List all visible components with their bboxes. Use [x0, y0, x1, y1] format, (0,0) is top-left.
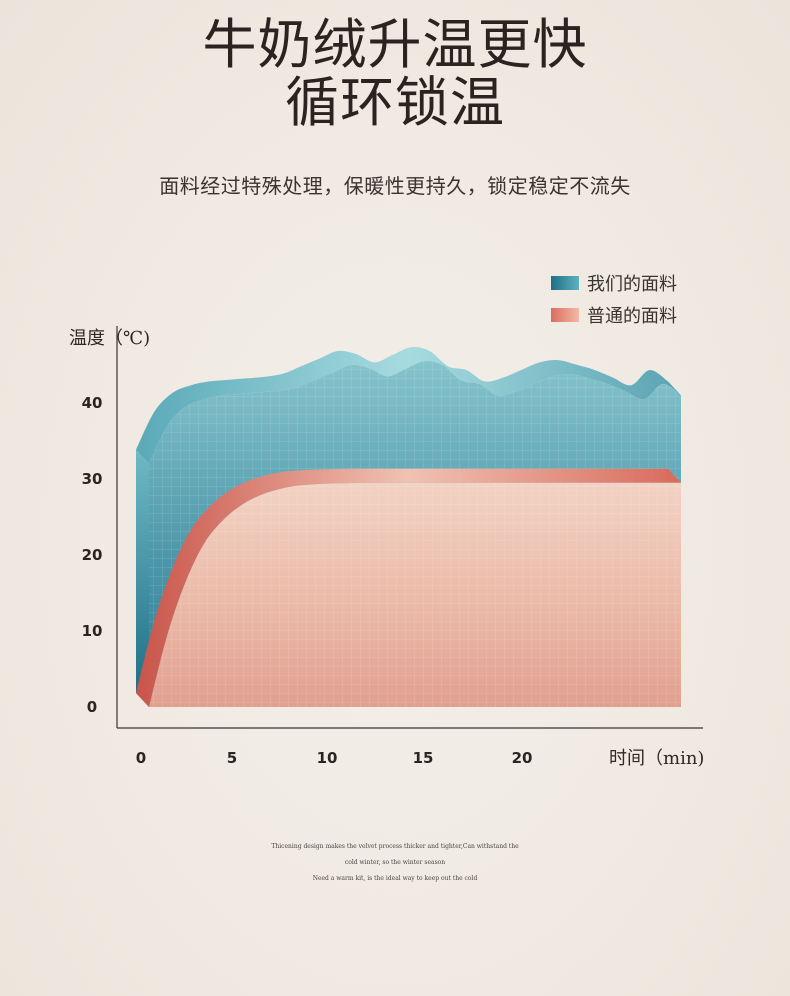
- x-axis-label: 时间（min): [609, 748, 705, 769]
- legend-item-ours: 我们的面料: [551, 270, 677, 296]
- page-title-line-1: 牛奶绒升温更快: [202, 13, 588, 76]
- footnote-line-3: Need a warm kit, is the ideal way to kee…: [312, 875, 478, 882]
- legend-swatch-ours: [551, 276, 579, 290]
- x-tick-label: 0: [136, 749, 146, 767]
- series-normal-grid-texture: [149, 482, 681, 707]
- footnote-line-1: Thicening design makes the velvet proces…: [271, 843, 519, 850]
- y-tick-label: 20: [82, 546, 103, 564]
- x-tick-label: 15: [413, 749, 434, 767]
- y-tick-label: 10: [82, 622, 103, 640]
- x-tick-label: 20: [512, 749, 533, 767]
- y-axis-label: 温度（℃): [69, 328, 151, 349]
- y-tick-label: 40: [82, 394, 103, 412]
- y-tick-label: 0: [87, 698, 97, 716]
- y-tick-label: 30: [82, 470, 103, 488]
- footnote-line-2: cold winter, so the winter season: [344, 859, 446, 866]
- page-subtitle: 面料经过特殊处理，保暖性更持久，锁定稳定不流失: [159, 174, 631, 198]
- page-title-line-2: 循环锁温: [285, 71, 505, 134]
- legend-label-normal: 普通的面料: [587, 306, 677, 327]
- x-tick-label: 5: [227, 749, 237, 767]
- x-tick-label: 10: [317, 749, 338, 767]
- series-normal: [136, 468, 681, 707]
- legend-swatch-normal: [551, 308, 579, 322]
- series-ours-left-edge: [136, 449, 149, 707]
- legend-item-normal: 普通的面料: [551, 302, 677, 328]
- legend-label-ours: 我们的面料: [587, 274, 677, 295]
- series-ours-top-surface: [136, 347, 681, 464]
